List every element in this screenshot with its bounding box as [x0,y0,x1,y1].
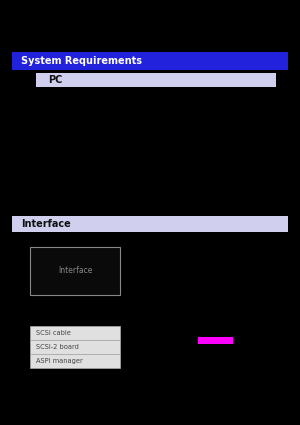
FancyBboxPatch shape [30,326,120,340]
Text: SCSI-2 board: SCSI-2 board [36,344,79,350]
FancyBboxPatch shape [12,52,288,70]
FancyBboxPatch shape [30,246,120,295]
Text: SCSI cable: SCSI cable [36,330,71,336]
FancyBboxPatch shape [30,354,120,368]
Text: System Requirements: System Requirements [21,56,142,66]
Text: PC: PC [48,75,62,85]
Text: Interface: Interface [58,266,92,275]
FancyBboxPatch shape [30,340,120,354]
Text: Interface: Interface [21,219,71,229]
FancyBboxPatch shape [198,337,232,344]
FancyBboxPatch shape [12,216,288,232]
Text: ASPI manager: ASPI manager [36,358,83,364]
FancyBboxPatch shape [36,73,276,87]
